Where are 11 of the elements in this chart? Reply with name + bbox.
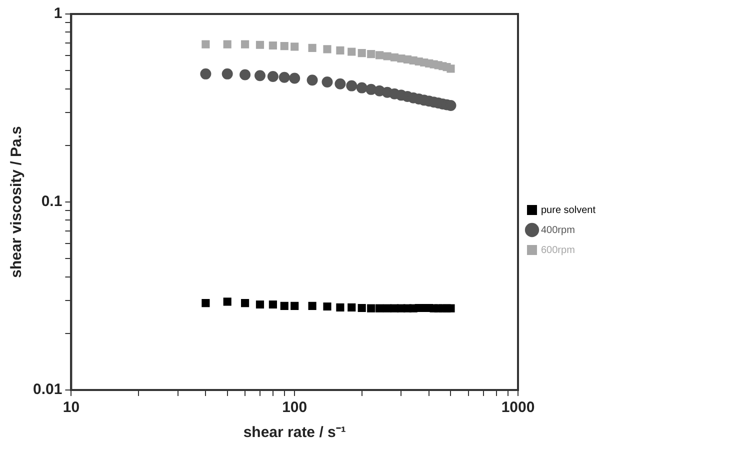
y-tick-label: 0.01: [32, 381, 62, 398]
y-axis-title: shear viscosity / Pa.s: [8, 126, 26, 278]
x-tick-label: 10: [62, 399, 80, 416]
legend-label: pure solvent: [541, 204, 596, 216]
y-tick-label: 0.1: [41, 193, 62, 210]
legend-label: 600rpm: [541, 244, 575, 256]
x-tick-label: 1000: [501, 399, 535, 416]
x-tick-label: 100: [282, 399, 308, 416]
y-tick-label: 1: [54, 5, 62, 22]
x-axis-title: shear rate / s⁻¹: [243, 424, 346, 442]
legend-label: 400rpm: [541, 224, 575, 236]
